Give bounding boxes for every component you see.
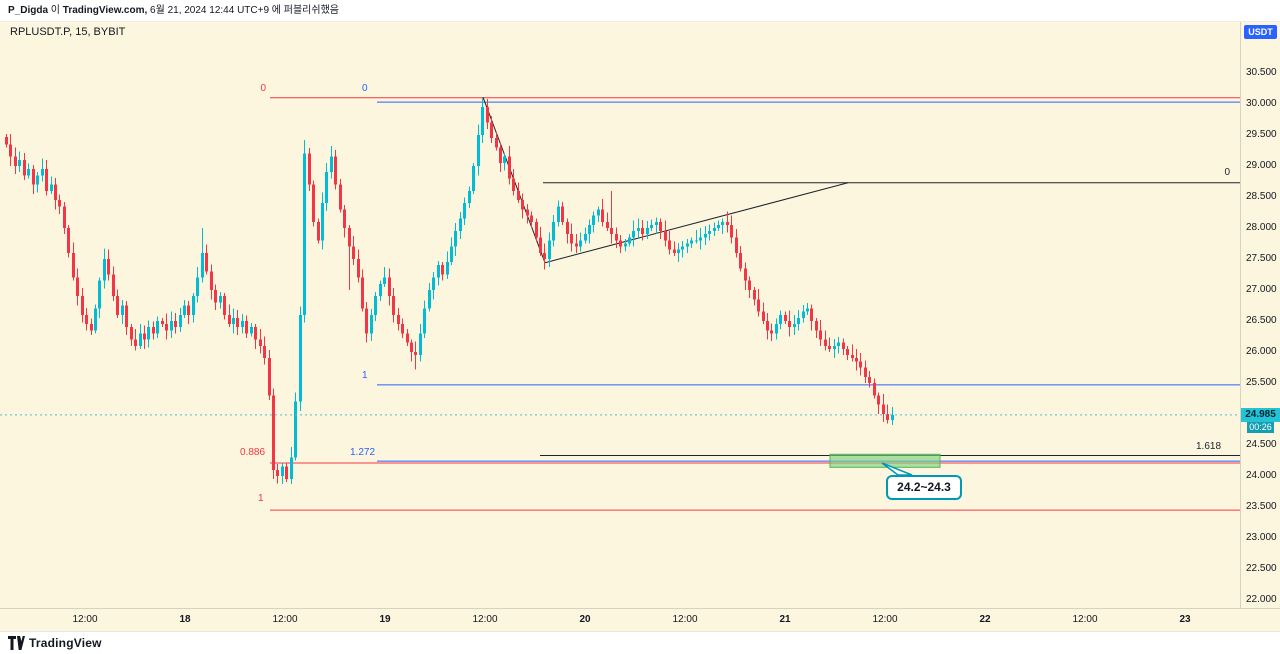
- time-axis-label: 21: [779, 614, 791, 625]
- time-axis-label: 20: [579, 614, 591, 625]
- candles: [5, 97, 894, 484]
- publisher-bar: P_Digda 이 TradingView.com, 6월 21, 2024 1…: [0, 0, 1280, 22]
- time-axis[interactable]: 12:00 18 12:00 19 12:00 20 12:00 21 12:00 22 12:00…: [0, 608, 1280, 631]
- highlight-zone: [829, 453, 941, 468]
- time-axis-label: 23: [1179, 614, 1191, 625]
- price-axis-label: 28.000: [1246, 222, 1277, 233]
- publisher-author-link[interactable]: P_Digda: [8, 5, 49, 16]
- tradingview-logo-icon[interactable]: [8, 636, 25, 650]
- price-axis-label: 30.500: [1246, 67, 1277, 78]
- publisher-date-text: 6월 21, 2024 12:44 UTC+9 에 퍼블리쉬했음: [147, 5, 339, 16]
- footer-bar: TradingView: [0, 631, 1280, 654]
- price-axis-label: 26.500: [1246, 315, 1277, 326]
- time-axis-label: 12:00: [472, 614, 498, 625]
- time-axis-label: 12:00: [272, 614, 298, 625]
- time-axis-label: 22: [979, 614, 991, 625]
- time-axis-label: 12:00: [72, 614, 98, 625]
- fib-black-1618-label: 1.618: [1196, 441, 1222, 452]
- fib-blue-0-label: 0: [362, 83, 368, 94]
- fib-red-1-label: 1: [258, 493, 264, 504]
- price-axis-label: 23.000: [1246, 532, 1277, 543]
- price-axis[interactable]: USDT 30.500 30.000 29.500 29.000 28.500 28.00…: [1240, 22, 1280, 608]
- currency-button[interactable]: USDT: [1244, 25, 1277, 39]
- last-price-badge: 24.985 00:26: [1241, 408, 1280, 433]
- time-axis-label: 19: [379, 614, 391, 625]
- chart-area: RPLUSDT.P, 15, BYBIT 0 0 0 1 1.618 1.272…: [0, 22, 1240, 608]
- price-axis-label: 24.500: [1246, 439, 1277, 450]
- price-axis-label: 29.000: [1246, 160, 1277, 171]
- price-zone-callout: 24.2~24.3: [886, 475, 962, 500]
- symbol-title[interactable]: RPLUSDT.P, 15, BYBIT: [10, 26, 126, 38]
- time-axis-label: 12:00: [872, 614, 898, 625]
- price-axis-label: 30.000: [1246, 98, 1277, 109]
- price-axis-label: 28.500: [1246, 191, 1277, 202]
- time-axis-label: 12:00: [672, 614, 698, 625]
- bar-countdown: 00:26: [1247, 422, 1274, 433]
- candlestick-chart[interactable]: [0, 22, 1240, 608]
- publisher-site-link[interactable]: TradingView.com,: [62, 5, 148, 16]
- price-axis-label: 27.500: [1246, 253, 1277, 264]
- fib-red-0-label: 0: [260, 83, 266, 94]
- price-axis-label: 23.500: [1246, 501, 1277, 512]
- price-axis-label: 22.500: [1246, 563, 1277, 574]
- time-axis-label: 18: [179, 614, 191, 625]
- fib-blue-1-label: 1: [362, 370, 368, 381]
- fib-red-0886-label: 0.886: [240, 447, 266, 458]
- fib-blue-1272-label: 1.272: [350, 447, 376, 458]
- price-axis-label: 26.000: [1246, 346, 1277, 357]
- price-axis-label: 22.000: [1246, 594, 1277, 605]
- publisher-text-particle: 이: [48, 5, 63, 16]
- price-axis-label: 29.500: [1246, 129, 1277, 140]
- last-price-value: 24.985: [1241, 408, 1280, 422]
- price-axis-label: 27.000: [1246, 284, 1277, 295]
- fib-black-0-label: 0: [1224, 167, 1230, 178]
- tradingview-brand[interactable]: TradingView: [29, 636, 102, 650]
- time-axis-label: 12:00: [1072, 614, 1098, 625]
- price-axis-label: 24.000: [1246, 470, 1277, 481]
- price-axis-label: 25.500: [1246, 377, 1277, 388]
